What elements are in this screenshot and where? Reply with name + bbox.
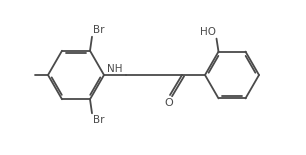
Text: Br: Br — [93, 25, 105, 35]
Text: Br: Br — [93, 115, 105, 125]
Text: HO: HO — [200, 27, 215, 37]
Text: O: O — [165, 97, 174, 108]
Text: NH: NH — [107, 64, 123, 73]
